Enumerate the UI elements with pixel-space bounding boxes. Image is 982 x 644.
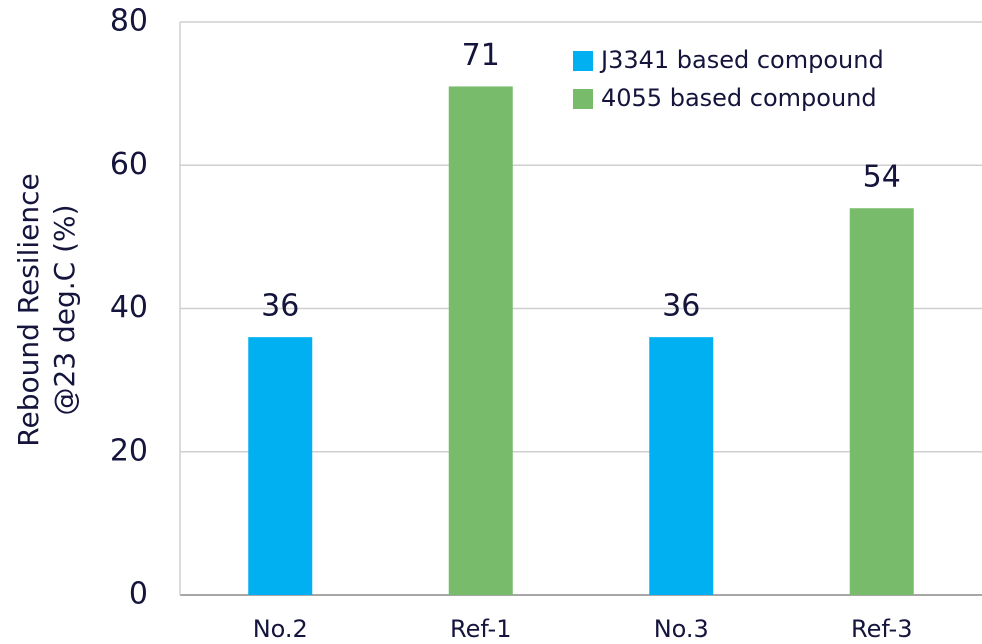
y-axis-title: Rebound Resilience @23 deg.C (%): [12, 173, 81, 446]
x-tick-label: No.3: [654, 615, 709, 643]
legend-label: J3341 based compound: [599, 46, 884, 74]
x-tick-label: No.2: [253, 615, 308, 643]
data-label: 54: [863, 160, 901, 195]
bar: [849, 208, 914, 595]
x-tick-label: Ref-1: [450, 615, 511, 643]
y-axis-title-line: Rebound Resilience: [12, 173, 45, 446]
legend-swatch: [573, 51, 593, 71]
legend-swatch: [573, 89, 593, 109]
y-tick-label: 80: [110, 4, 148, 39]
x-tick-label: Ref-3: [851, 615, 912, 643]
bar: [248, 337, 313, 595]
data-label: 36: [662, 289, 700, 324]
bar: [649, 337, 714, 595]
data-label: 71: [462, 38, 500, 73]
y-axis-title-line: @23 deg.C (%): [48, 204, 81, 415]
legend-label: 4055 based compound: [601, 84, 877, 112]
bar: [448, 86, 513, 596]
y-tick-label: 40: [110, 290, 148, 325]
data-label: 36: [261, 289, 299, 324]
y-tick-label: 20: [110, 433, 148, 468]
y-tick-label: 0: [129, 577, 148, 612]
y-tick-label: 60: [110, 147, 148, 182]
